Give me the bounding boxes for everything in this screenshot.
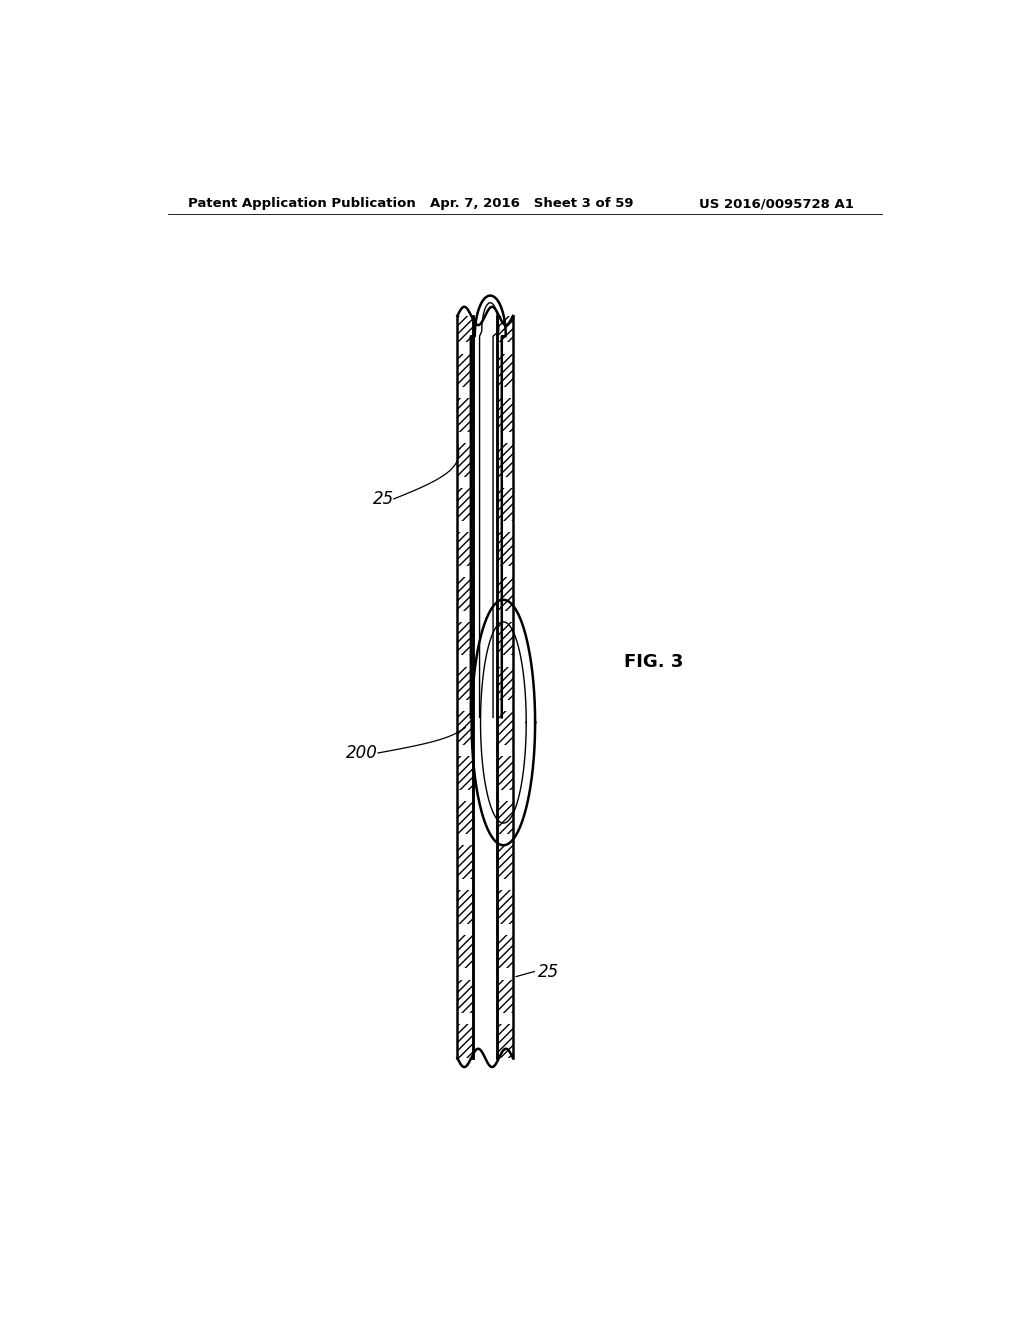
Bar	[497, 667, 513, 700]
Bar	[458, 444, 473, 477]
Text: 25: 25	[538, 962, 559, 981]
Bar	[497, 700, 513, 711]
Bar	[458, 846, 473, 879]
Bar	[458, 667, 473, 700]
Bar	[497, 801, 513, 834]
Bar	[458, 399, 473, 432]
Bar	[458, 756, 473, 789]
Bar	[458, 801, 473, 834]
Bar	[458, 387, 473, 399]
Bar	[497, 879, 513, 890]
Bar	[497, 432, 513, 444]
Bar	[458, 744, 473, 756]
Bar	[458, 521, 473, 532]
Bar	[458, 566, 473, 577]
Bar	[497, 532, 513, 566]
Bar	[497, 979, 513, 1014]
Bar	[497, 935, 513, 969]
Bar	[497, 890, 513, 924]
Bar	[497, 924, 513, 935]
Bar	[497, 315, 513, 342]
Bar	[458, 622, 473, 656]
Bar	[458, 969, 473, 979]
Bar	[458, 700, 473, 711]
Bar	[458, 924, 473, 935]
Bar	[497, 1014, 513, 1024]
Bar	[497, 622, 513, 656]
Bar	[497, 309, 513, 315]
Bar	[458, 315, 473, 342]
Text: Patent Application Publication: Patent Application Publication	[187, 197, 416, 210]
Bar	[458, 532, 473, 566]
Bar	[497, 387, 513, 399]
Bar	[497, 969, 513, 979]
Bar	[497, 656, 513, 667]
Bar	[497, 846, 513, 879]
Bar	[473, 315, 497, 1057]
Text: Apr. 7, 2016   Sheet 3 of 59: Apr. 7, 2016 Sheet 3 of 59	[430, 197, 633, 210]
Bar	[497, 789, 513, 801]
Bar	[458, 487, 473, 521]
Bar	[497, 1024, 513, 1057]
Bar	[497, 444, 513, 477]
Bar	[458, 432, 473, 444]
Bar	[497, 354, 513, 387]
Bar	[497, 577, 513, 611]
Bar	[458, 834, 473, 846]
Text: FIG. 3: FIG. 3	[624, 652, 683, 671]
Bar	[497, 477, 513, 487]
Bar	[497, 744, 513, 756]
Text: 25: 25	[373, 490, 394, 508]
Bar	[497, 399, 513, 432]
Bar	[497, 521, 513, 532]
Bar	[497, 756, 513, 789]
Bar	[497, 487, 513, 521]
Bar	[458, 935, 473, 969]
Bar	[458, 711, 473, 744]
Bar	[497, 711, 513, 744]
Text: US 2016/0095728 A1: US 2016/0095728 A1	[699, 197, 854, 210]
Bar	[458, 879, 473, 890]
Bar	[497, 566, 513, 577]
Text: 200: 200	[346, 744, 378, 762]
Bar	[458, 577, 473, 611]
Bar	[458, 656, 473, 667]
Bar	[497, 834, 513, 846]
Bar	[458, 789, 473, 801]
Bar	[458, 979, 473, 1014]
Bar	[458, 890, 473, 924]
Bar	[458, 354, 473, 387]
Bar	[458, 309, 473, 315]
Bar	[458, 342, 473, 354]
Bar	[458, 1014, 473, 1024]
Bar	[458, 611, 473, 622]
Bar	[497, 342, 513, 354]
Bar	[458, 1024, 473, 1057]
Bar	[497, 611, 513, 622]
Bar	[458, 477, 473, 487]
